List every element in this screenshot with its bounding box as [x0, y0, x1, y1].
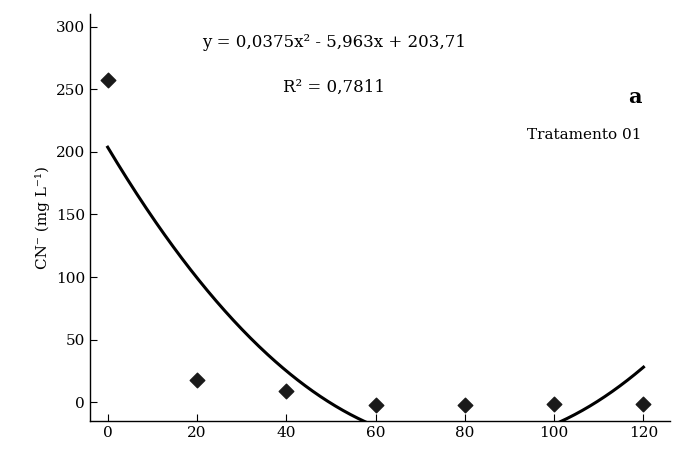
Point — [191, 376, 202, 384]
Text: y = 0,0375x² - 5,963x + 203,71: y = 0,0375x² - 5,963x + 203,71 — [202, 35, 466, 51]
Point — [370, 401, 381, 409]
Point — [638, 400, 649, 408]
Text: a: a — [627, 88, 641, 107]
Point — [460, 401, 471, 409]
Point — [281, 388, 292, 395]
Y-axis label: CN⁻ (mg L⁻¹): CN⁻ (mg L⁻¹) — [35, 166, 50, 269]
Point — [102, 77, 113, 84]
Text: Tratamento 01: Tratamento 01 — [527, 128, 641, 142]
Point — [549, 400, 560, 408]
Text: R² = 0,7811: R² = 0,7811 — [283, 79, 385, 96]
